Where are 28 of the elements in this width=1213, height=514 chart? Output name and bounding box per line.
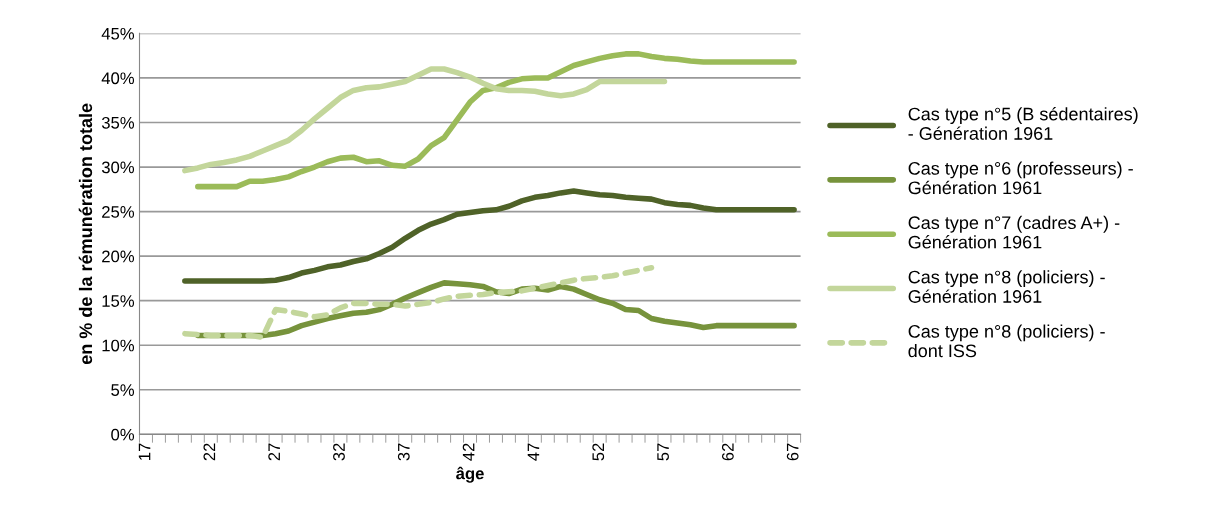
legend-label: Cas type n°7 (cadres A+) - Génération 1961 xyxy=(908,215,1120,249)
x-axis-title: âge xyxy=(456,466,484,483)
y-tick-label: 25% xyxy=(102,206,135,218)
y-tick-label: 0% xyxy=(111,428,135,441)
y-tick-label: 5% xyxy=(111,384,135,396)
y-tick-label: 30% xyxy=(101,161,135,174)
y-tick-label: 40% xyxy=(101,72,135,85)
legend-label: Cas type n°8 (policiers) - dont ISS xyxy=(908,324,1105,358)
x-tick-label: 27 xyxy=(268,443,280,461)
x-tick-label: 67 xyxy=(786,443,799,461)
x-tick-label: 32 xyxy=(333,443,345,461)
legend-label: Cas type n°8 (policiers) - Génération 1961 xyxy=(908,270,1105,303)
x-tick-label: 52 xyxy=(592,443,605,461)
y-axis-title: en % de la rémunération totale xyxy=(78,103,93,365)
x-tick-label: 17 xyxy=(138,443,151,460)
x-tick-label: 57 xyxy=(657,443,669,461)
legend-label: Cas type n°6 (professeurs) - Génération 1961 xyxy=(908,161,1133,195)
y-tick-label: 15% xyxy=(102,295,135,307)
y-tick-label: 35% xyxy=(101,116,135,129)
x-tick-label: 42 xyxy=(462,443,475,461)
y-tick-label: 10% xyxy=(102,339,135,352)
y-tick-label: 20% xyxy=(102,250,135,263)
legend-label: Cas type n°5 (B sédentaires) - Génération 1961 xyxy=(908,106,1138,140)
x-tick-label: 22 xyxy=(203,443,216,461)
x-tick-label: 47 xyxy=(527,443,540,461)
x-tick-label: 37 xyxy=(397,443,410,461)
y-tick-label: 45% xyxy=(101,27,135,40)
x-tick-label: 62 xyxy=(721,443,734,461)
